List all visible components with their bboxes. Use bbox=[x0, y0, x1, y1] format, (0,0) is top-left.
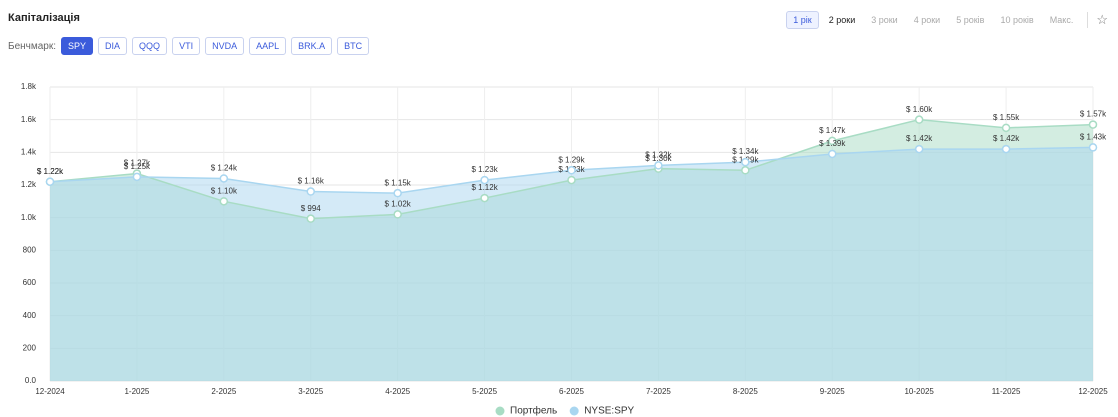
value-label: $ 1.60k bbox=[906, 105, 933, 114]
legend-marker bbox=[569, 406, 579, 416]
period-tabs: 1 рік 2 роки 3 роки 4 роки 5 років 10 років Ма… bbox=[786, 11, 1108, 29]
benchmark-button[interactable]: AAPL bbox=[249, 37, 287, 55]
x-tick-label: 10-2025 bbox=[904, 387, 934, 396]
x-tick-label: 9-2025 bbox=[820, 387, 845, 396]
point bbox=[219, 197, 229, 206]
point bbox=[480, 193, 489, 203]
point bbox=[306, 187, 315, 196]
benchmark-button[interactable]: BRK.A bbox=[291, 37, 333, 55]
x-tick-label: 5-2025 bbox=[472, 387, 497, 396]
y-tick-label: 600 bbox=[23, 278, 37, 287]
point bbox=[306, 214, 315, 223]
value-label: $ 1.12k bbox=[471, 183, 498, 192]
x-tick-label: 6-2025 bbox=[559, 387, 584, 396]
legend-label: NYSE:SPY bbox=[584, 406, 634, 417]
point bbox=[393, 188, 402, 198]
point bbox=[1088, 120, 1098, 129]
value-label: $ 1.47k bbox=[819, 126, 846, 135]
y-tick-label: 1.0k bbox=[21, 213, 37, 222]
benchmark-label: Бенчмарк: bbox=[8, 40, 57, 52]
value-label: $ 1.55k bbox=[993, 113, 1020, 122]
legend-label: Портфель bbox=[510, 405, 557, 417]
y-tick-label: 200 bbox=[23, 343, 37, 352]
benchmark-button[interactable]: DIA bbox=[98, 37, 128, 55]
value-label: $ 1.42k bbox=[993, 134, 1020, 143]
period-tab[interactable]: 4 роки bbox=[913, 15, 941, 25]
x-tick-label: 2-2025 bbox=[211, 387, 236, 396]
point bbox=[393, 210, 402, 219]
y-tick-label: 400 bbox=[23, 311, 37, 320]
y-tick-label: 1.6k bbox=[21, 115, 37, 124]
value-label: $ 1.02k bbox=[385, 200, 412, 209]
legend: Портфель NYSE:SPY bbox=[495, 405, 635, 417]
point bbox=[741, 157, 750, 167]
area bbox=[50, 147, 1093, 381]
benchmark-button[interactable]: NVDA bbox=[205, 37, 245, 55]
point bbox=[741, 166, 750, 175]
benchmark-bar: Бенчмарк: SPY DIA QQQ VTI NVDA AAPL BRK.A BTC bbox=[8, 37, 370, 55]
title: Капіталізація bbox=[8, 12, 80, 24]
x-tick-label: 12-2025 bbox=[1078, 387, 1108, 396]
point bbox=[914, 144, 924, 154]
legend-marker bbox=[495, 406, 505, 416]
value-label: $ 1.34k bbox=[732, 147, 759, 156]
value-label: $ 1.30k bbox=[645, 154, 672, 163]
point bbox=[654, 161, 663, 170]
benchmark-button[interactable]: QQQ bbox=[132, 37, 168, 55]
y-tick-label: 1.4k bbox=[21, 147, 37, 156]
value-label: $ 1.15k bbox=[385, 178, 412, 187]
y-tick-label: 1.8k bbox=[21, 82, 37, 91]
point bbox=[1088, 143, 1098, 152]
benchmark-button[interactable]: BTC bbox=[337, 37, 370, 55]
period-tab[interactable]: 1 рік bbox=[786, 11, 819, 29]
x-tick-label: 1-2025 bbox=[124, 387, 149, 396]
point bbox=[45, 177, 55, 186]
x-tick-label: 12-2024 bbox=[35, 387, 65, 396]
favorite-star[interactable]: ☆ bbox=[1087, 12, 1108, 28]
point bbox=[914, 115, 924, 124]
point bbox=[1001, 144, 1011, 154]
y-tick-label: 800 bbox=[23, 245, 37, 254]
point bbox=[480, 175, 489, 185]
value-label: $ 1.22k bbox=[37, 167, 64, 176]
x-tick-label: 4-2025 bbox=[385, 387, 410, 396]
point bbox=[567, 175, 576, 185]
value-label: $ 1.24k bbox=[211, 164, 238, 173]
point bbox=[132, 172, 142, 182]
value-label: $ 1.25k bbox=[124, 162, 151, 171]
value-label: $ 994 bbox=[301, 204, 322, 213]
y-tick-label: 0.0 bbox=[25, 376, 37, 385]
value-label: $ 1.43k bbox=[1080, 133, 1107, 142]
value-label: $ 1.16k bbox=[298, 177, 325, 186]
period-tab[interactable]: 3 роки bbox=[871, 15, 898, 25]
x-tick-label: 11-2025 bbox=[992, 387, 1021, 396]
period-tab[interactable]: 10 років bbox=[1000, 15, 1034, 25]
point bbox=[219, 174, 229, 183]
period-tab[interactable]: Макс. bbox=[1049, 15, 1074, 25]
point bbox=[828, 149, 837, 159]
period-tab[interactable]: 5 років bbox=[956, 15, 985, 25]
value-label: $ 1.57k bbox=[1080, 110, 1107, 119]
x-tick-label: 3-2025 bbox=[298, 387, 323, 396]
period-tab[interactable]: 2 роки bbox=[828, 15, 856, 25]
benchmark-button[interactable]: VTI bbox=[172, 37, 201, 55]
point bbox=[828, 136, 837, 146]
value-label: $ 1.22k bbox=[37, 167, 64, 176]
value-label: $ 1.42k bbox=[906, 134, 933, 143]
point bbox=[1001, 123, 1011, 133]
value-label: $ 1.10k bbox=[211, 186, 238, 195]
value-label: $ 1.23k bbox=[471, 165, 498, 174]
value-label: $ 1.32k bbox=[645, 151, 672, 160]
value-label: $ 1.29k bbox=[558, 155, 585, 164]
point bbox=[567, 166, 576, 175]
y-tick-label: 1.2k bbox=[21, 180, 37, 189]
x-tick-label: 7-2025 bbox=[646, 387, 671, 396]
value-label: $ 1.39k bbox=[819, 139, 846, 148]
x-tick-label: 8-2025 bbox=[733, 387, 758, 396]
value-label: $ 1.27k bbox=[124, 159, 151, 168]
benchmark-button[interactable]: SPY bbox=[61, 37, 94, 55]
